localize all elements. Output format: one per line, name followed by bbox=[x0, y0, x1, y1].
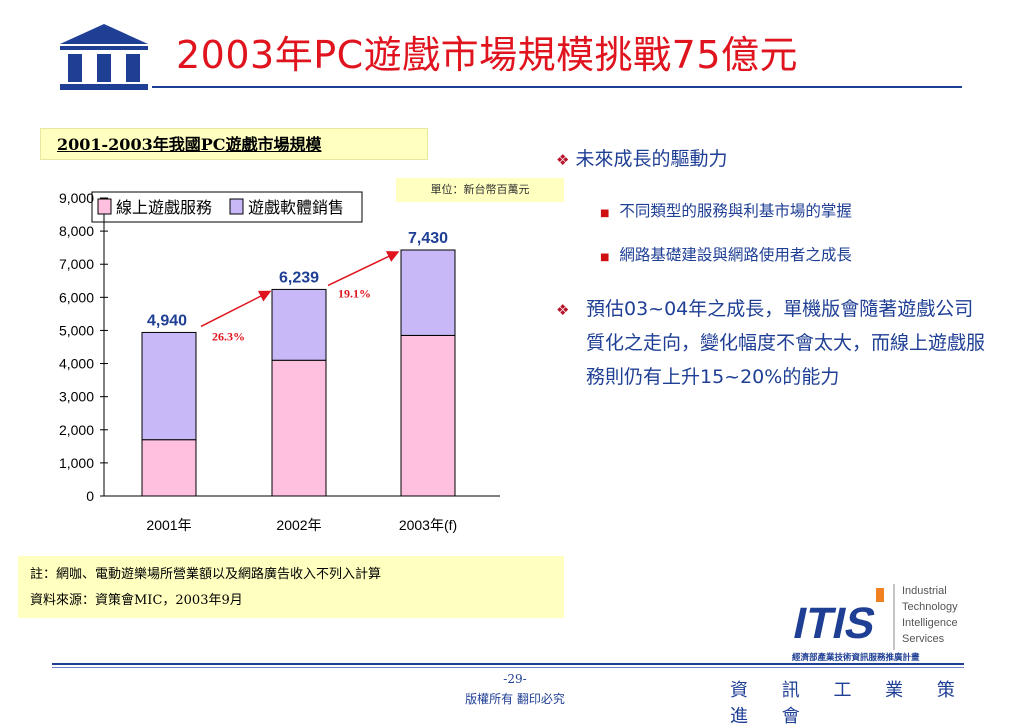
source-line: 資料來源：資策會MIC，2003年9月 bbox=[30, 593, 243, 608]
legend-box bbox=[91, 191, 363, 223]
square-bullet-icon: ■ bbox=[600, 252, 610, 263]
total-label: 7,430 bbox=[408, 230, 448, 247]
bullet-2-marker: ❖ bbox=[556, 292, 569, 327]
growth-arrow bbox=[327, 251, 400, 287]
itis-line-3: Intelligence bbox=[902, 617, 958, 629]
total-label: 4,940 bbox=[147, 312, 187, 329]
itis-logo: ITIS Industrial Technology Intelligence … bbox=[789, 578, 980, 664]
y-tick-label: 4,000 bbox=[59, 356, 94, 372]
growth-label: 19.1% bbox=[338, 286, 371, 300]
x-tick-label: 2001年 bbox=[146, 517, 191, 533]
y-tick-label: 3,000 bbox=[59, 389, 94, 405]
iii-logo bbox=[56, 22, 152, 94]
diamond-bullet-icon: ❖ bbox=[556, 151, 570, 169]
y-tick-label: 0 bbox=[86, 488, 94, 504]
y-tick-label: 5,000 bbox=[59, 322, 94, 338]
bar-online bbox=[271, 359, 327, 497]
itis-logo-mark: ITIS bbox=[790, 599, 880, 647]
y-tick-label: 6,000 bbox=[59, 289, 94, 305]
sub-bullet-2: ■ 網路基礎建設與網路使用者之成長 bbox=[600, 243, 852, 265]
page-number: -29- bbox=[503, 672, 527, 686]
x-tick-label: 2003年(f) bbox=[399, 517, 457, 533]
legend-label: 線上遊戲服務 bbox=[116, 198, 212, 217]
itis-line-4: Services bbox=[902, 633, 945, 645]
bar-software bbox=[400, 249, 456, 336]
y-tick-label: 7,000 bbox=[59, 256, 94, 272]
bar-chart: 0 1,000 2,000 3,000 4,000 5,000 6,000 7,000 8,00… bbox=[59, 190, 500, 533]
legend-swatch bbox=[229, 198, 244, 215]
slide-title: 2003年PC遊戲市場規模挑戰75億元 bbox=[176, 33, 799, 77]
square-bullet-icon: ■ bbox=[600, 208, 610, 219]
sub-bullet-2-text: 網路基礎建設與網路使用者之成長 bbox=[619, 246, 852, 264]
sub-bullet-1-text: 不同類型的服務與利基市場的掌握 bbox=[619, 202, 852, 220]
growth-arrow bbox=[200, 290, 272, 328]
diamond-bullet-icon: ❖ bbox=[556, 301, 570, 319]
growth-label: 26.3% bbox=[212, 329, 245, 343]
note-box: 註：網咖、電動遊樂場所營業額以及網路廣告收入不列入計算 資料來源：資策會MIC，… bbox=[18, 556, 564, 618]
total-label: 6,239 bbox=[279, 269, 319, 286]
bullet-1: ❖ 未來成長的驅動力 bbox=[556, 142, 728, 177]
copyright-text: 版權所有 翻印必究 bbox=[465, 692, 565, 706]
note-line: 註：網咖、電動遊樂場所營業額以及網路廣告收入不列入計算 bbox=[30, 567, 382, 582]
legend-label: 遊戲軟體銷售 bbox=[248, 198, 344, 217]
bar-online bbox=[400, 334, 456, 497]
legend-swatch bbox=[97, 198, 112, 215]
title-rule bbox=[152, 86, 962, 88]
x-tick-label: 2002年 bbox=[276, 517, 321, 533]
chart-title: 2001-2003年我國PC遊戲市場規模 bbox=[40, 128, 428, 160]
itis-subtitle: 經濟部產業技術資訊服務推廣計畫 bbox=[792, 652, 920, 663]
bullet-2-text: 預估03~04年之成長，單機版會隨著遊戲公司質化之走向，變化幅度不會太大，而線上… bbox=[586, 298, 986, 388]
sub-bullet-1: ■ 不同類型的服務與利基市場的掌握 bbox=[600, 199, 852, 221]
footer-rule bbox=[52, 663, 964, 665]
bar-software bbox=[271, 288, 327, 361]
org-name: 資 訊 工 業 策 進 會 bbox=[730, 680, 969, 727]
y-tick-label: 8,000 bbox=[59, 223, 94, 239]
unit-label: 單位：新台幣百萬元 bbox=[396, 178, 564, 202]
y-tick-label: 9,000 bbox=[59, 190, 94, 206]
y-tick-label: 1,000 bbox=[59, 455, 94, 471]
bar-software bbox=[141, 331, 197, 441]
footer-rule-thin bbox=[52, 667, 964, 668]
bar-online bbox=[141, 439, 197, 497]
itis-line-1: Industrial bbox=[902, 585, 947, 597]
bullet-1-text: 未來成長的驅動力 bbox=[575, 148, 728, 170]
itis-line-2: Technology bbox=[902, 601, 958, 613]
y-tick-label: 2,000 bbox=[59, 422, 94, 438]
